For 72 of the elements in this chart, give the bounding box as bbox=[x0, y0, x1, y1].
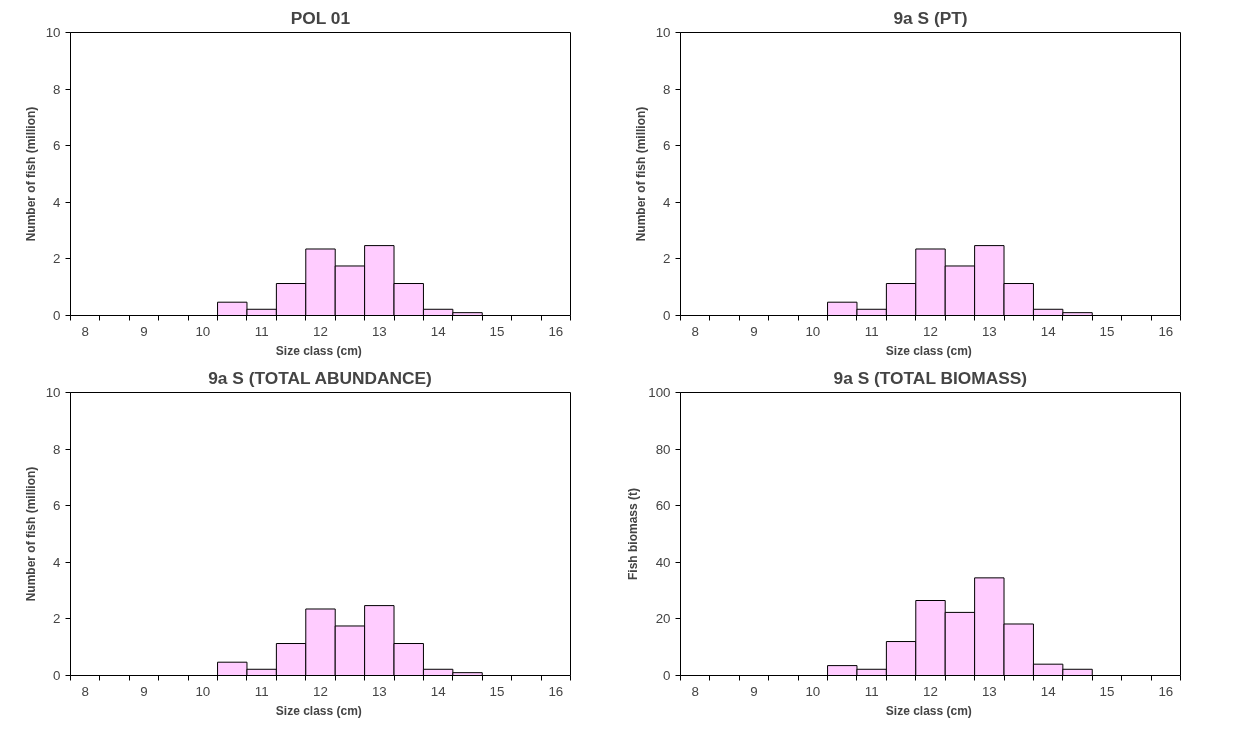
x-tick-label: 13 bbox=[981, 323, 997, 339]
y-tick-label: 20 bbox=[655, 611, 671, 627]
y-tick-label: 2 bbox=[53, 251, 61, 267]
x-tick-label: 11 bbox=[254, 323, 269, 339]
x-tick-label: 12 bbox=[313, 323, 328, 339]
y-tick-label: 6 bbox=[53, 138, 61, 154]
y-tick-label: 0 bbox=[53, 308, 61, 323]
x-tick-label: 11 bbox=[254, 683, 269, 699]
y-tick-label: 4 bbox=[53, 554, 62, 570]
y-axis-title: Fish biomass (t) bbox=[626, 487, 641, 580]
x-tick-label: 12 bbox=[313, 683, 328, 699]
x-tick-label: 15 bbox=[489, 683, 505, 699]
x-tick-label: 16 bbox=[1158, 323, 1174, 339]
x-tick-label: 11 bbox=[864, 683, 879, 699]
y-tick-label: 4 bbox=[53, 194, 62, 210]
x-tick-label: 11 bbox=[864, 323, 879, 339]
y-axis-title: Number of fish (million) bbox=[633, 106, 648, 242]
y-tick-label: 0 bbox=[663, 668, 671, 683]
x-tick-label: 15 bbox=[1099, 323, 1115, 339]
x-tick-label: 12 bbox=[923, 683, 938, 699]
y-tick-label: 6 bbox=[663, 138, 671, 154]
x-axis-title: Size class (cm) bbox=[885, 343, 972, 358]
y-tick-label: 8 bbox=[663, 81, 671, 97]
chart-title: 9a S (PT) bbox=[893, 7, 968, 28]
y-tick-label: 0 bbox=[663, 308, 671, 323]
x-tick-label: 14 bbox=[1040, 683, 1057, 699]
x-tick-label: 16 bbox=[1158, 683, 1174, 699]
y-tick-label: 8 bbox=[53, 441, 61, 457]
x-tick-label: 15 bbox=[489, 323, 505, 339]
x-tick-label: 10 bbox=[805, 323, 821, 339]
y-tick-label: 2 bbox=[663, 251, 671, 267]
y-axis-title: Number of fish (million) bbox=[23, 466, 38, 602]
y-tick-label: 6 bbox=[53, 498, 61, 514]
x-tick-label: 10 bbox=[805, 683, 821, 699]
y-axis-title: Number of fish (million) bbox=[23, 106, 38, 242]
y-tick-label: 10 bbox=[655, 25, 671, 40]
x-tick-label: 12 bbox=[923, 323, 938, 339]
x-tick-label: 10 bbox=[195, 683, 211, 699]
y-tick-label: 10 bbox=[45, 25, 61, 40]
x-tick-label: 16 bbox=[548, 683, 564, 699]
x-tick-label: 8 bbox=[691, 323, 699, 339]
x-tick-label: 9 bbox=[750, 323, 758, 339]
y-tick-label: 0 bbox=[53, 668, 61, 683]
x-tick-label: 9 bbox=[140, 323, 148, 339]
x-tick-label: 14 bbox=[430, 683, 447, 699]
x-tick-label: 13 bbox=[371, 323, 387, 339]
x-tick-label: 9 bbox=[750, 683, 758, 699]
y-tick-label: 40 bbox=[655, 554, 671, 570]
y-tick-label: 8 bbox=[53, 81, 61, 97]
x-tick-label: 8 bbox=[691, 683, 699, 699]
x-tick-label: 15 bbox=[1099, 683, 1115, 699]
chart-title: POL 01 bbox=[290, 7, 351, 28]
x-tick-label: 9 bbox=[140, 683, 148, 699]
x-tick-label: 16 bbox=[548, 323, 564, 339]
x-tick-label: 8 bbox=[81, 683, 89, 699]
x-tick-label: 14 bbox=[1040, 323, 1057, 339]
x-tick-label: 13 bbox=[371, 683, 387, 699]
x-tick-label: 8 bbox=[81, 323, 89, 339]
y-tick-label: 80 bbox=[655, 441, 671, 457]
x-axis-title: Size class (cm) bbox=[275, 343, 362, 358]
x-axis-title: Size class (cm) bbox=[885, 703, 972, 718]
chart-title: 9a S (TOTAL BIOMASS) bbox=[833, 367, 1028, 388]
x-tick-label: 14 bbox=[430, 323, 447, 339]
y-tick-label: 10 bbox=[45, 385, 61, 400]
x-axis-title: Size class (cm) bbox=[275, 703, 362, 718]
y-tick-label: 60 bbox=[655, 498, 671, 514]
y-tick-label: 2 bbox=[53, 611, 61, 627]
x-tick-label: 10 bbox=[195, 323, 211, 339]
y-tick-label: 4 bbox=[663, 194, 672, 210]
chart-title: 9a S (TOTAL ABUNDANCE) bbox=[208, 367, 432, 388]
y-tick-label: 100 bbox=[648, 385, 671, 400]
x-tick-label: 13 bbox=[981, 683, 997, 699]
